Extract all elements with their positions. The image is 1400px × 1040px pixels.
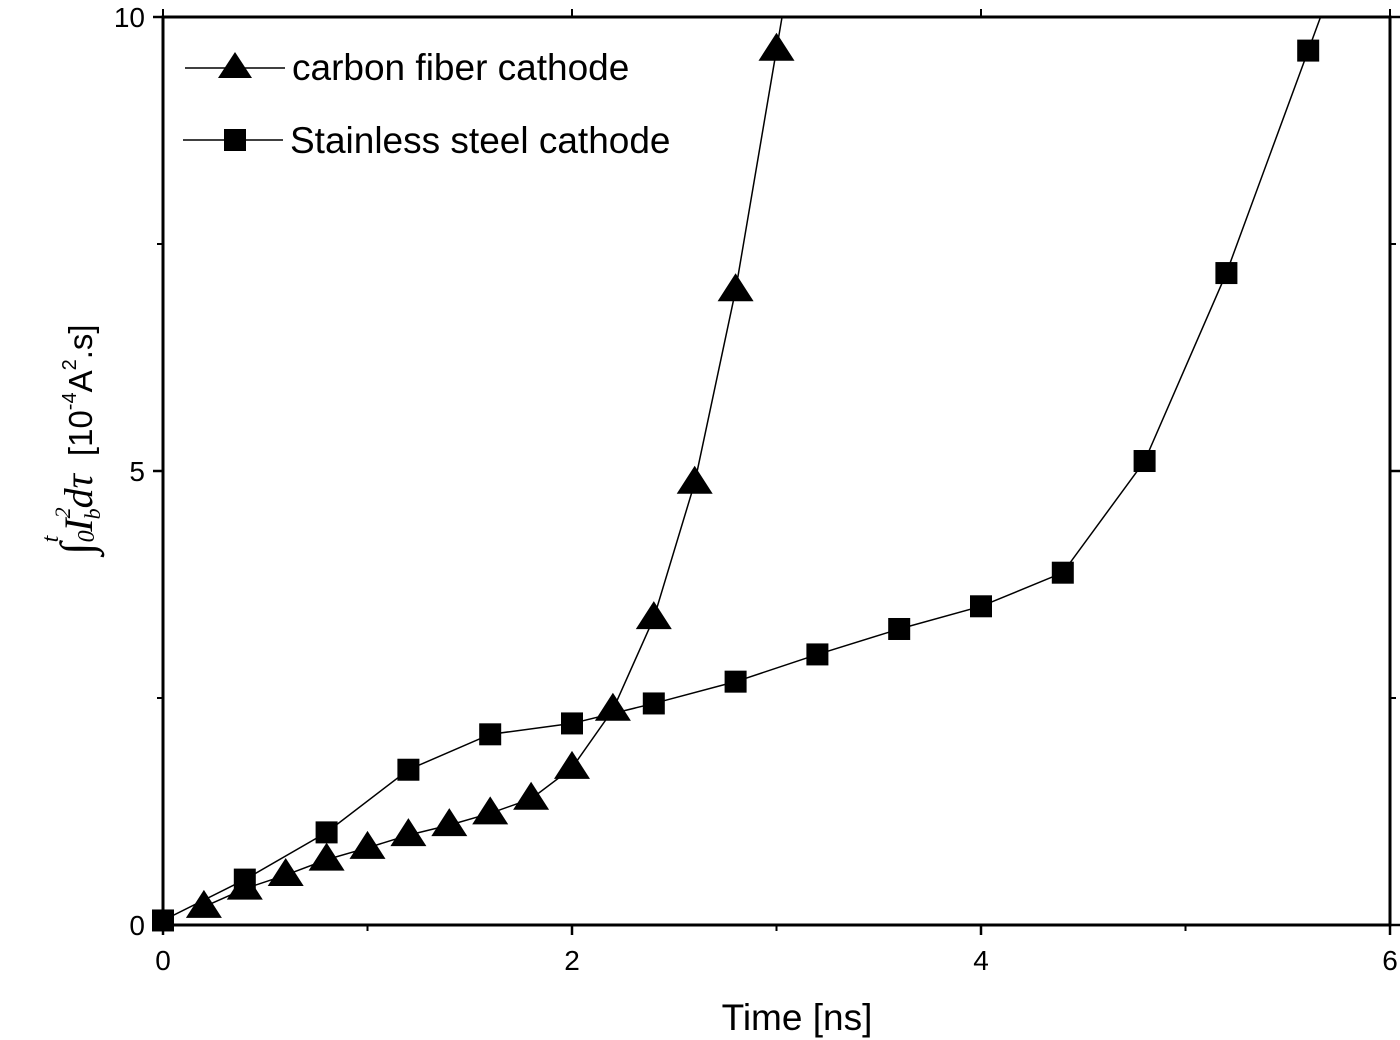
data-point-triangle: [554, 750, 590, 779]
data-point-triangle: [390, 818, 427, 847]
data-point-triangle: [594, 692, 631, 721]
x-tick-label: 6: [1382, 945, 1398, 976]
data-point-triangle: [758, 32, 795, 61]
data-point-square: [397, 758, 420, 781]
x-tick-label: 0: [155, 945, 171, 976]
data-point-square: [806, 643, 829, 666]
ylabel-integral: ∫: [51, 540, 105, 558]
data-point-square: [642, 692, 665, 715]
y-tick-label: 10: [114, 2, 145, 33]
ylabel-sup: 2: [50, 507, 75, 518]
legend: carbon fiber cathode Stainless steel cat…: [183, 47, 671, 161]
x-tick-label: 4: [973, 945, 989, 976]
data-point-triangle: [185, 889, 222, 918]
ylabel-unit-exp: -4: [59, 392, 81, 410]
data-point-square: [1297, 39, 1320, 62]
data-point-square: [315, 821, 338, 844]
legend-square-marker: [224, 129, 246, 151]
data-point-triangle: [472, 796, 509, 825]
y-tick-label: 0: [129, 910, 145, 941]
legend-label-carbon: carbon fiber cathode: [292, 47, 629, 88]
data-point-triangle: [676, 465, 713, 494]
data-point-triangle: [513, 781, 550, 810]
legend-triangle-marker: [218, 52, 252, 78]
ylabel-lower: 0: [74, 530, 100, 542]
data-point-square: [970, 595, 992, 618]
x-tick-label: 2: [564, 945, 580, 976]
ylabel-sub: b: [80, 508, 105, 519]
ylabel-unit-exp2: 2: [59, 359, 81, 370]
y-axis-label: ∫0tI2 bdτ[10-4A2.s]: [38, 324, 105, 558]
data-point-square: [888, 617, 911, 640]
ylabel-dtau: dτ: [56, 472, 101, 508]
series-line-carbon: [203, 17, 783, 908]
data-point-triangle: [431, 808, 468, 837]
data-point-triangle: [267, 858, 304, 887]
legend-label-steel: Stainless steel cathode: [290, 120, 671, 161]
data-point-square: [724, 670, 747, 693]
ylabel-var: I: [56, 517, 101, 533]
data-point-triangle: [308, 842, 345, 871]
data-point-triangle: [717, 273, 754, 302]
x-axis-label: Time [ns]: [722, 997, 873, 1038]
data-point-square: [1215, 262, 1238, 285]
data-point-square: [233, 868, 256, 891]
data-point-square: [479, 723, 502, 746]
data-point-square: [1133, 450, 1156, 473]
y-tick-label: 5: [129, 456, 145, 487]
ylabel-unit-post: .s]: [62, 324, 99, 359]
data-point-triangle: [635, 601, 672, 630]
ylabel-upper: t: [38, 534, 64, 542]
ylabel-unit-mid: A: [62, 370, 99, 392]
data-point-triangle: [349, 830, 386, 859]
data-point-square: [561, 712, 583, 735]
ylabel-unit-pre: [10: [62, 410, 99, 456]
series-line-steel: [163, 17, 1322, 922]
data-point-square: [1051, 561, 1074, 584]
